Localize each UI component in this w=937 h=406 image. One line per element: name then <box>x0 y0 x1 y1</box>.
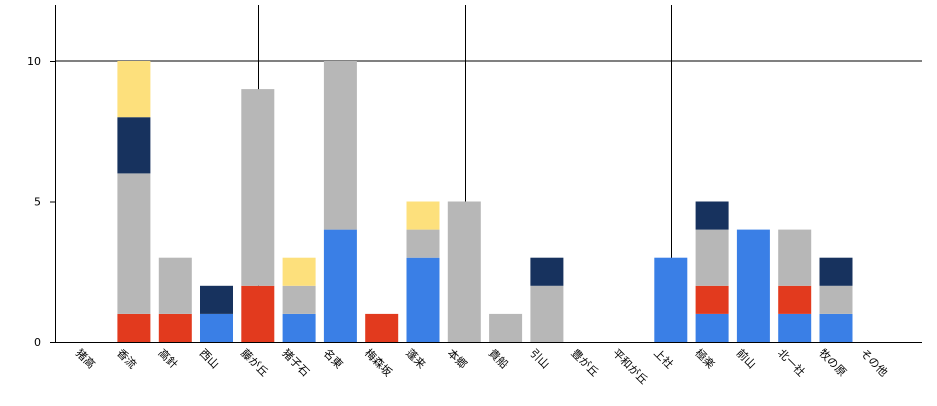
bar-segment-引山-3 <box>530 257 564 286</box>
bars <box>117 61 853 342</box>
bar-segment-本郷-2 <box>447 201 481 342</box>
bar-segment-蓬来-4 <box>406 201 440 230</box>
bar-segment-高針-1 <box>158 313 192 342</box>
category-labels: 猪高 香流 高針 西山 藤が丘 猪子石 名東 梅森坂 蓬来 本郷 貴船 引山 豊が丘 平和が丘 上社 極楽 前山… <box>73 346 890 387</box>
category-label: 名東 <box>321 346 346 371</box>
category-label: 高針 <box>155 346 180 371</box>
category-label: 梅森坂 <box>362 346 395 379</box>
y-tick-label: 5 <box>34 196 41 209</box>
y-tick-labels: 0 5 10 <box>27 55 55 349</box>
bar-segment-香流-3 <box>117 117 151 174</box>
category-label: 西山 <box>197 347 222 372</box>
y-tick-label: 0 <box>34 336 41 349</box>
bar-segment-猪子石-2 <box>282 285 316 314</box>
bar-segment-梅森坂-1 <box>365 313 399 342</box>
bar-segment-香流-1 <box>117 313 151 342</box>
axes <box>55 5 922 343</box>
category-label: 香流 <box>114 346 139 371</box>
category-label: 貴船 <box>486 346 511 371</box>
category-label: 上社 <box>651 346 676 371</box>
category-label: 引山 <box>527 346 552 371</box>
bar-segment-極楽-1 <box>695 285 729 314</box>
category-label: 平和が丘 <box>610 346 651 387</box>
bar-segment-藤が丘-1 <box>241 285 275 342</box>
bar-segment-北一社-0 <box>778 313 812 342</box>
bar-segment-高針-2 <box>158 257 192 314</box>
bar-segment-引山-2 <box>530 285 564 342</box>
category-label: 猪子石 <box>279 347 312 380</box>
bar-segment-北一社-1 <box>778 285 812 314</box>
category-label: 豊が丘 <box>568 346 601 379</box>
bar-segment-牧の原-3 <box>819 257 853 286</box>
bar-segment-極楽-0 <box>695 313 729 342</box>
bar-segment-北一社-2 <box>778 229 812 286</box>
bar-segment-牧の原-0 <box>819 313 853 342</box>
y-tick-label: 10 <box>27 55 41 68</box>
bar-segment-猪子石-4 <box>282 257 316 286</box>
bar-segment-蓬来-0 <box>406 257 440 342</box>
bar-segment-貴船-2 <box>489 313 523 342</box>
bar-segment-猪子石-0 <box>282 313 316 342</box>
category-label: 藤が丘 <box>238 346 271 379</box>
category-label: 蓬来 <box>403 347 428 372</box>
category-label: 前山 <box>734 346 759 371</box>
bar-segment-極楽-3 <box>695 201 729 230</box>
bar-segment-前山-0 <box>736 229 770 342</box>
bar-segment-藤が丘-2 <box>241 89 275 286</box>
bar-segment-香流-4 <box>117 61 151 118</box>
category-label: 北一社 <box>775 346 808 379</box>
category-label: 牧の原 <box>816 346 849 379</box>
bar-segment-牧の原-2 <box>819 285 853 314</box>
category-label: その他 <box>858 347 891 380</box>
bar-segment-上社-0 <box>654 257 688 342</box>
category-label: 猪高 <box>73 346 98 371</box>
bar-segment-名東-2 <box>323 61 357 230</box>
bar-segment-西山-3 <box>200 285 233 314</box>
category-label: 極楽 <box>692 346 717 371</box>
category-label: 本郷 <box>445 346 470 371</box>
bar-segment-蓬来-2 <box>406 229 440 258</box>
bar-segment-名東-0 <box>323 229 357 342</box>
bar-segment-香流-2 <box>117 173 151 314</box>
bar-segment-西山-0 <box>200 313 233 342</box>
bar-segment-極楽-2 <box>695 229 729 286</box>
